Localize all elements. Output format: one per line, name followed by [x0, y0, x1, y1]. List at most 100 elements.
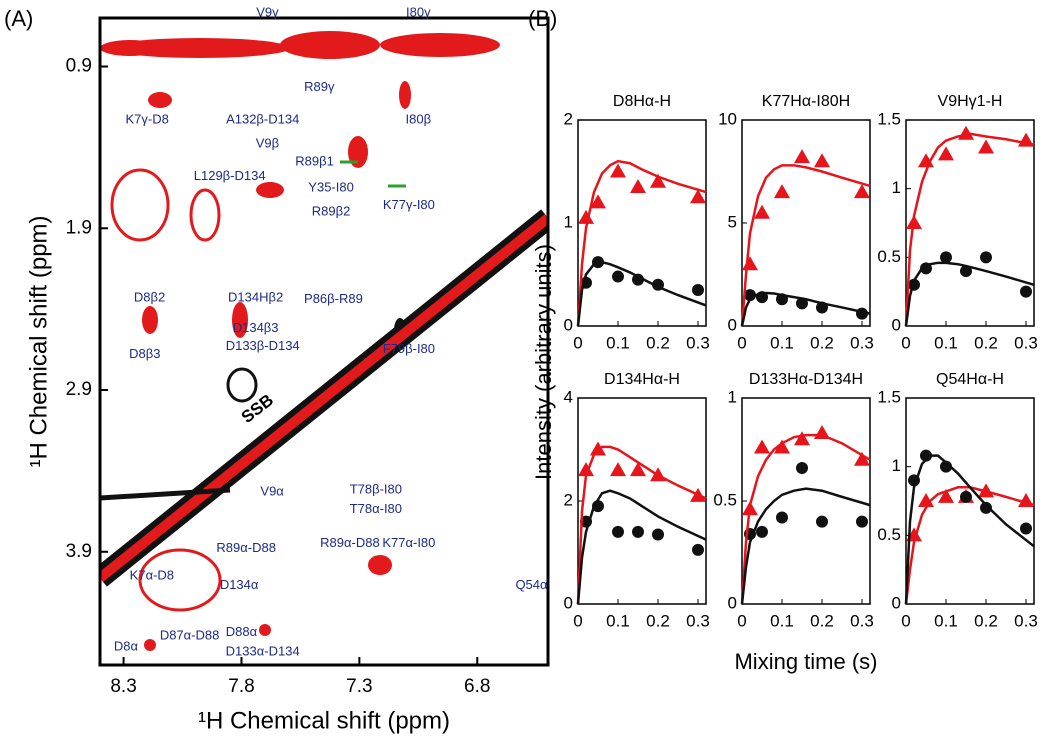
- y-tick-label: 1: [892, 456, 901, 475]
- y-tick-label: 3.9: [66, 541, 92, 562]
- peak-label: V9γ: [256, 5, 279, 20]
- y-tick-label: 1: [564, 212, 573, 231]
- y-tick-label: 0: [564, 315, 573, 334]
- triangle-point: [938, 488, 954, 503]
- x-tick-label: 0.3: [1014, 333, 1038, 352]
- triangle-point: [610, 163, 626, 178]
- y-tick-label: 2.9: [66, 379, 92, 400]
- triangle-point: [854, 451, 870, 466]
- triangle-point: [578, 209, 594, 224]
- peak-label: T78α-I80: [350, 501, 402, 516]
- fit-line: [904, 486, 1035, 605]
- x-tick-label: 0.1: [770, 333, 794, 352]
- y-tick-label: 0: [564, 593, 573, 612]
- x-tick-label: 0.3: [850, 333, 874, 352]
- peak-label: V9α: [260, 483, 284, 498]
- circle-point: [612, 525, 624, 538]
- triangle-point: [918, 493, 934, 507]
- y-tick-label: 0.9: [66, 56, 92, 77]
- peak-label: F79β-I80: [383, 341, 435, 356]
- fit-line: [740, 487, 871, 605]
- circle-point: [920, 449, 932, 462]
- plot-frame: [577, 119, 707, 327]
- peak-label: I80γ: [406, 5, 431, 20]
- diagonal: [100, 214, 548, 582]
- peak-label: D8β3: [129, 346, 160, 361]
- x-tick-label: 0.2: [974, 611, 998, 630]
- contour: [226, 367, 258, 403]
- x-tick-label: 0.2: [646, 333, 670, 352]
- triangle-point: [754, 439, 770, 454]
- panel-label: (A): [4, 6, 33, 31]
- circle-point: [856, 515, 868, 528]
- fit-line: [740, 433, 871, 605]
- x-tick-label: 0.3: [850, 611, 874, 630]
- ridge: [100, 487, 231, 501]
- circle-point: [632, 273, 644, 286]
- y-tick-label: 1.5: [877, 109, 901, 128]
- y-tick-label: 0.5: [877, 525, 901, 544]
- plot-frame: [905, 119, 1035, 327]
- circle-point: [816, 515, 828, 528]
- subplot-title: D133Hα-D134H: [749, 371, 863, 388]
- circle-point: [940, 251, 952, 264]
- triangle-point: [754, 204, 770, 219]
- contour: [368, 555, 392, 575]
- peak-label: D134α: [220, 577, 259, 592]
- x-tick-label: 0: [901, 333, 910, 352]
- circle-point: [1020, 522, 1032, 535]
- peak-label: D88α: [226, 624, 258, 639]
- y-tick-label: 4: [564, 387, 573, 406]
- y-tick-label: 2: [564, 109, 573, 128]
- triangle-point: [854, 184, 870, 199]
- contour: [142, 306, 158, 334]
- x-tick-label: 0.1: [934, 611, 958, 630]
- x-tick-label: 8.3: [110, 676, 136, 697]
- y-tick-label: 1.5: [877, 387, 901, 406]
- contour: [232, 302, 248, 338]
- triangle-point: [938, 146, 954, 161]
- subplot-title: Q54Hα-H: [936, 371, 1004, 388]
- circle-point: [796, 462, 808, 475]
- triangle-point: [630, 462, 646, 477]
- peak-label: D134Hβ2: [228, 289, 283, 304]
- peak-label: D133β-D134: [226, 338, 300, 353]
- y-tick-label: 10: [718, 109, 737, 128]
- triangle-point: [630, 178, 646, 193]
- peak-label: R89β2: [312, 204, 351, 219]
- fit-line: [904, 454, 1035, 605]
- contour: [280, 31, 380, 59]
- spectrum-contours: [100, 31, 548, 651]
- triangle-point: [590, 194, 606, 209]
- triangle-point: [978, 139, 994, 154]
- y-axis-label: ¹H Chemical shift (ppm): [25, 215, 52, 467]
- fit-line: [576, 159, 707, 327]
- peak-label: D8α: [114, 639, 139, 654]
- contour: [100, 40, 160, 56]
- peak-label: D87α-D88: [160, 627, 220, 642]
- contour: [138, 548, 222, 612]
- x-tick-label: 0.1: [770, 611, 794, 630]
- triangle-point: [578, 462, 594, 477]
- y-tick-label: 0: [728, 593, 737, 612]
- peak-label: K7α-D8: [130, 567, 174, 582]
- y-tick-label: 0.5: [877, 247, 901, 266]
- fit-line: [904, 261, 1035, 327]
- y-tick-label: 2: [564, 490, 573, 509]
- peak-label: Y35-I80: [308, 179, 354, 194]
- y-tick-label: 0: [892, 315, 901, 334]
- x-tick-label: 0.2: [646, 611, 670, 630]
- x-tick-label: 7.8: [228, 676, 254, 697]
- triangle-point: [774, 184, 790, 199]
- peak-label: K77γ-I80: [383, 197, 435, 212]
- contour: [380, 33, 500, 57]
- peak-label: T78β-I80: [350, 482, 402, 497]
- x-tick-label: 0: [737, 611, 746, 630]
- x-tick-label: 0.2: [810, 333, 834, 352]
- x-tick-label: 0.3: [686, 611, 710, 630]
- peak-label: R89γ: [304, 79, 335, 94]
- contour: [110, 168, 170, 242]
- peak-label: P86β-R89: [304, 291, 363, 306]
- peak-label: SSB: [238, 390, 277, 427]
